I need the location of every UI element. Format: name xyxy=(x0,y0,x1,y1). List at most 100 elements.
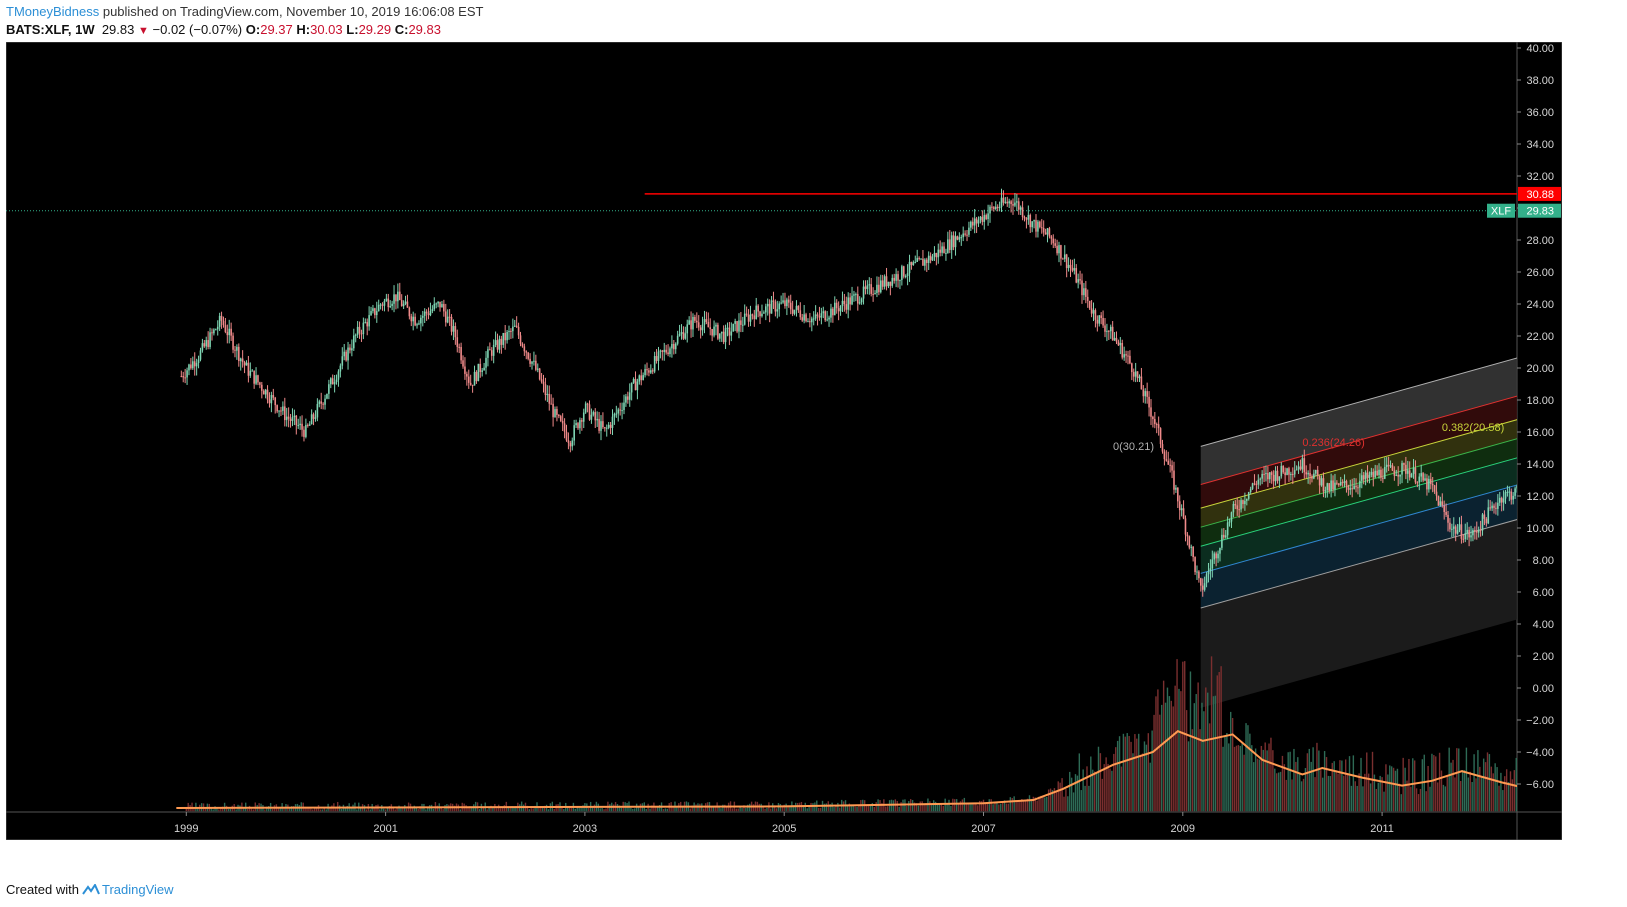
candle-body xyxy=(722,331,725,343)
y-tick-label: 14.00 xyxy=(1526,459,1554,471)
candle-body xyxy=(696,320,698,323)
candle-body xyxy=(803,314,805,321)
candle-body xyxy=(460,347,462,361)
fib-level-line[interactable] xyxy=(1200,64,1562,547)
volume-bar xyxy=(1452,759,1454,812)
volume-bar xyxy=(1276,773,1278,812)
volume-bar xyxy=(1446,776,1448,812)
volume-bar xyxy=(1410,786,1412,812)
candle-body xyxy=(412,316,414,322)
volume-bar xyxy=(1101,778,1104,812)
fib-level-line[interactable] xyxy=(1200,42,1562,486)
volume-bar xyxy=(405,808,408,812)
candle-body xyxy=(1382,477,1384,479)
candle-body xyxy=(1253,483,1256,485)
candle-body xyxy=(343,351,346,357)
footer: Created with TradingView xyxy=(6,882,174,897)
candle-body xyxy=(308,424,311,426)
candle-body xyxy=(490,350,493,356)
price-chart[interactable]: 0(30.21)0.236(24.26)0.382(20.58)0.5(17.6… xyxy=(6,42,1562,840)
candle-body xyxy=(879,280,882,293)
volume-bar xyxy=(542,806,544,812)
author-link[interactable]: TMoneyBidness xyxy=(6,4,100,19)
candle-body xyxy=(1088,300,1091,309)
candle-body xyxy=(1464,533,1467,540)
tradingview-link[interactable]: TradingView xyxy=(101,882,174,897)
candle-body xyxy=(337,371,340,380)
close-label: C: xyxy=(394,22,409,37)
volume-bar xyxy=(737,808,739,812)
fib-level-line[interactable] xyxy=(1200,91,1562,574)
fib-level-line[interactable] xyxy=(1200,42,1562,447)
volume-bar xyxy=(865,805,868,812)
candle-body xyxy=(611,416,614,428)
volume-bar xyxy=(1308,748,1310,812)
volume-bar xyxy=(467,806,469,812)
volume-bar xyxy=(1442,784,1445,812)
volume-bar xyxy=(1197,682,1199,812)
fib-band xyxy=(1200,484,1517,608)
candle-body xyxy=(1481,514,1484,531)
candle-body xyxy=(1313,473,1315,479)
volume-bar xyxy=(948,799,950,812)
fib-level-line[interactable] xyxy=(1200,125,1562,609)
volume-bar xyxy=(695,804,697,812)
volume-bar xyxy=(781,805,783,812)
volume-bar xyxy=(1254,748,1257,812)
candle-body xyxy=(920,258,922,260)
volume-bar xyxy=(714,805,716,812)
candle-body xyxy=(1259,478,1262,480)
candle-body xyxy=(216,326,219,330)
volume-bar xyxy=(762,805,764,812)
candle-body xyxy=(604,427,606,429)
candle-body xyxy=(414,316,416,326)
candle-body xyxy=(406,301,409,308)
candle-body xyxy=(1131,363,1133,373)
candle-body xyxy=(247,362,250,376)
volume-bar xyxy=(1174,685,1176,812)
volume-bar xyxy=(726,807,728,812)
volume-bar xyxy=(315,807,318,812)
fib-level-line[interactable] xyxy=(1200,45,1562,528)
volume-bar xyxy=(185,807,187,812)
volume-bar xyxy=(950,805,952,812)
volume-bar xyxy=(528,809,531,812)
candle-body xyxy=(1414,467,1417,483)
candle-body xyxy=(1483,514,1486,519)
candle-body xyxy=(866,285,869,289)
volume-bar xyxy=(1024,800,1027,812)
candle-body xyxy=(1495,507,1497,509)
candle-body xyxy=(1090,308,1093,314)
volume-bar xyxy=(664,808,667,812)
volume-bar xyxy=(1070,777,1073,812)
volume-bar xyxy=(319,809,322,812)
candle-body xyxy=(958,237,961,240)
candle-body xyxy=(1025,218,1028,220)
volume-bar xyxy=(310,808,312,812)
volume-bar xyxy=(1185,710,1188,812)
volume-bar xyxy=(1266,750,1268,812)
volume-bar xyxy=(1323,751,1326,812)
volume-bar xyxy=(655,806,657,812)
volume-bar xyxy=(620,807,623,812)
candle-body xyxy=(393,294,395,304)
volume-bar xyxy=(264,809,266,812)
volume-bar xyxy=(666,808,669,812)
volume-bar xyxy=(783,804,785,812)
volume-bar xyxy=(1289,751,1291,812)
volume-bar xyxy=(856,806,858,812)
y-tick-label: 16.00 xyxy=(1526,427,1554,439)
volume-bar xyxy=(1471,782,1473,812)
volume-bar xyxy=(591,806,594,812)
open-label: O: xyxy=(245,22,261,37)
fib-level-line[interactable] xyxy=(1200,42,1562,509)
candle-body xyxy=(1378,469,1380,476)
candle-body xyxy=(751,314,754,316)
y-tick-label: 22.00 xyxy=(1526,331,1554,343)
volume-bar xyxy=(1015,800,1017,812)
volume-bar xyxy=(277,807,279,812)
candle-body xyxy=(757,305,759,312)
candle-body xyxy=(642,375,644,381)
volume-bar xyxy=(1253,762,1255,812)
volume-bar xyxy=(929,801,931,812)
